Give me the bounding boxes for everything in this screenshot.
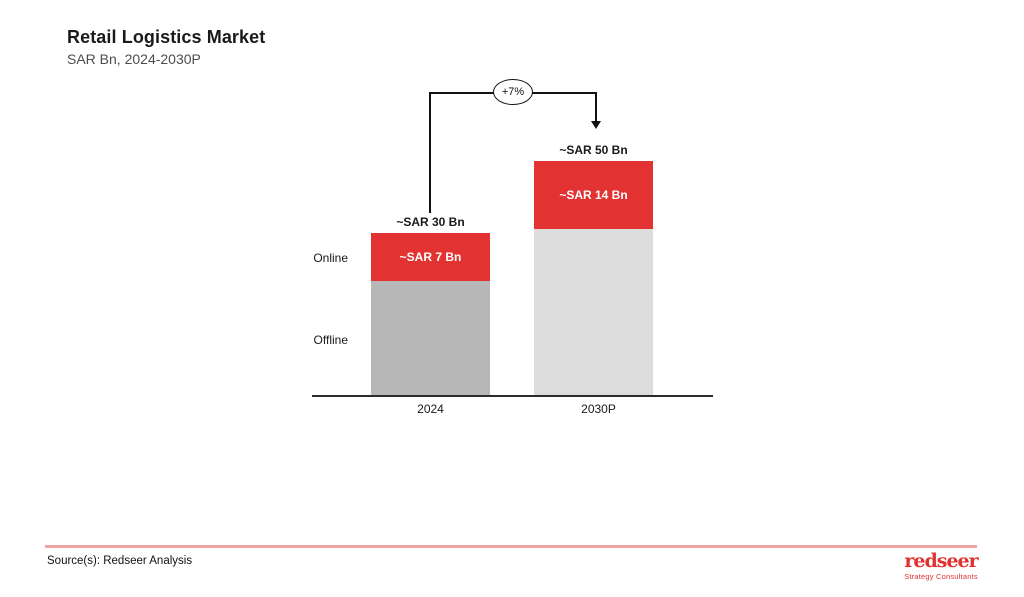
redseer-logo: redseer Strategy Consultants (903, 551, 979, 581)
legend-label-online: Online (313, 251, 348, 265)
source-note: Source(s): Redseer Analysis (47, 555, 193, 567)
footer-divider (45, 545, 977, 548)
redseer-logo-tagline: Strategy Consultants (904, 572, 978, 581)
bar-2030p-offline-segment (534, 229, 653, 397)
bar-2024-online-label: ~SAR 7 Bn (399, 250, 462, 264)
bar-2024: ~SAR 7 Bn (371, 233, 490, 397)
legend-label-offline: Offline (313, 333, 348, 347)
total-label-2024: ~SAR 30 Bn (396, 215, 465, 229)
cagr-arrow-head-icon (591, 121, 601, 129)
cagr-badge: +7% (493, 79, 533, 105)
bar-2030p-online-segment: ~SAR 14 Bn (534, 161, 653, 229)
bar-2024-offline-segment (371, 281, 490, 397)
x-tick-2024: 2024 (417, 402, 444, 416)
page-subtitle: SAR Bn, 2024-2030P (67, 51, 201, 67)
cagr-bracket-vertical-line (429, 92, 431, 213)
page-title: Retail Logistics Market (67, 27, 266, 47)
bar-2030p: ~SAR 14 Bn (534, 161, 653, 397)
redseer-logo-wordmark: redseer (904, 550, 978, 572)
bar-2024-online-segment: ~SAR 7 Bn (371, 233, 490, 281)
x-tick-2030p: 2030P (581, 402, 616, 416)
x-axis-line (312, 395, 713, 397)
cagr-arrow-line (595, 92, 597, 122)
total-label-2030: ~SAR 50 Bn (559, 143, 628, 157)
bar-2030p-online-label: ~SAR 14 Bn (559, 188, 628, 202)
chart-header: Retail Logistics Market SAR Bn, 2024-203… (67, 27, 265, 67)
